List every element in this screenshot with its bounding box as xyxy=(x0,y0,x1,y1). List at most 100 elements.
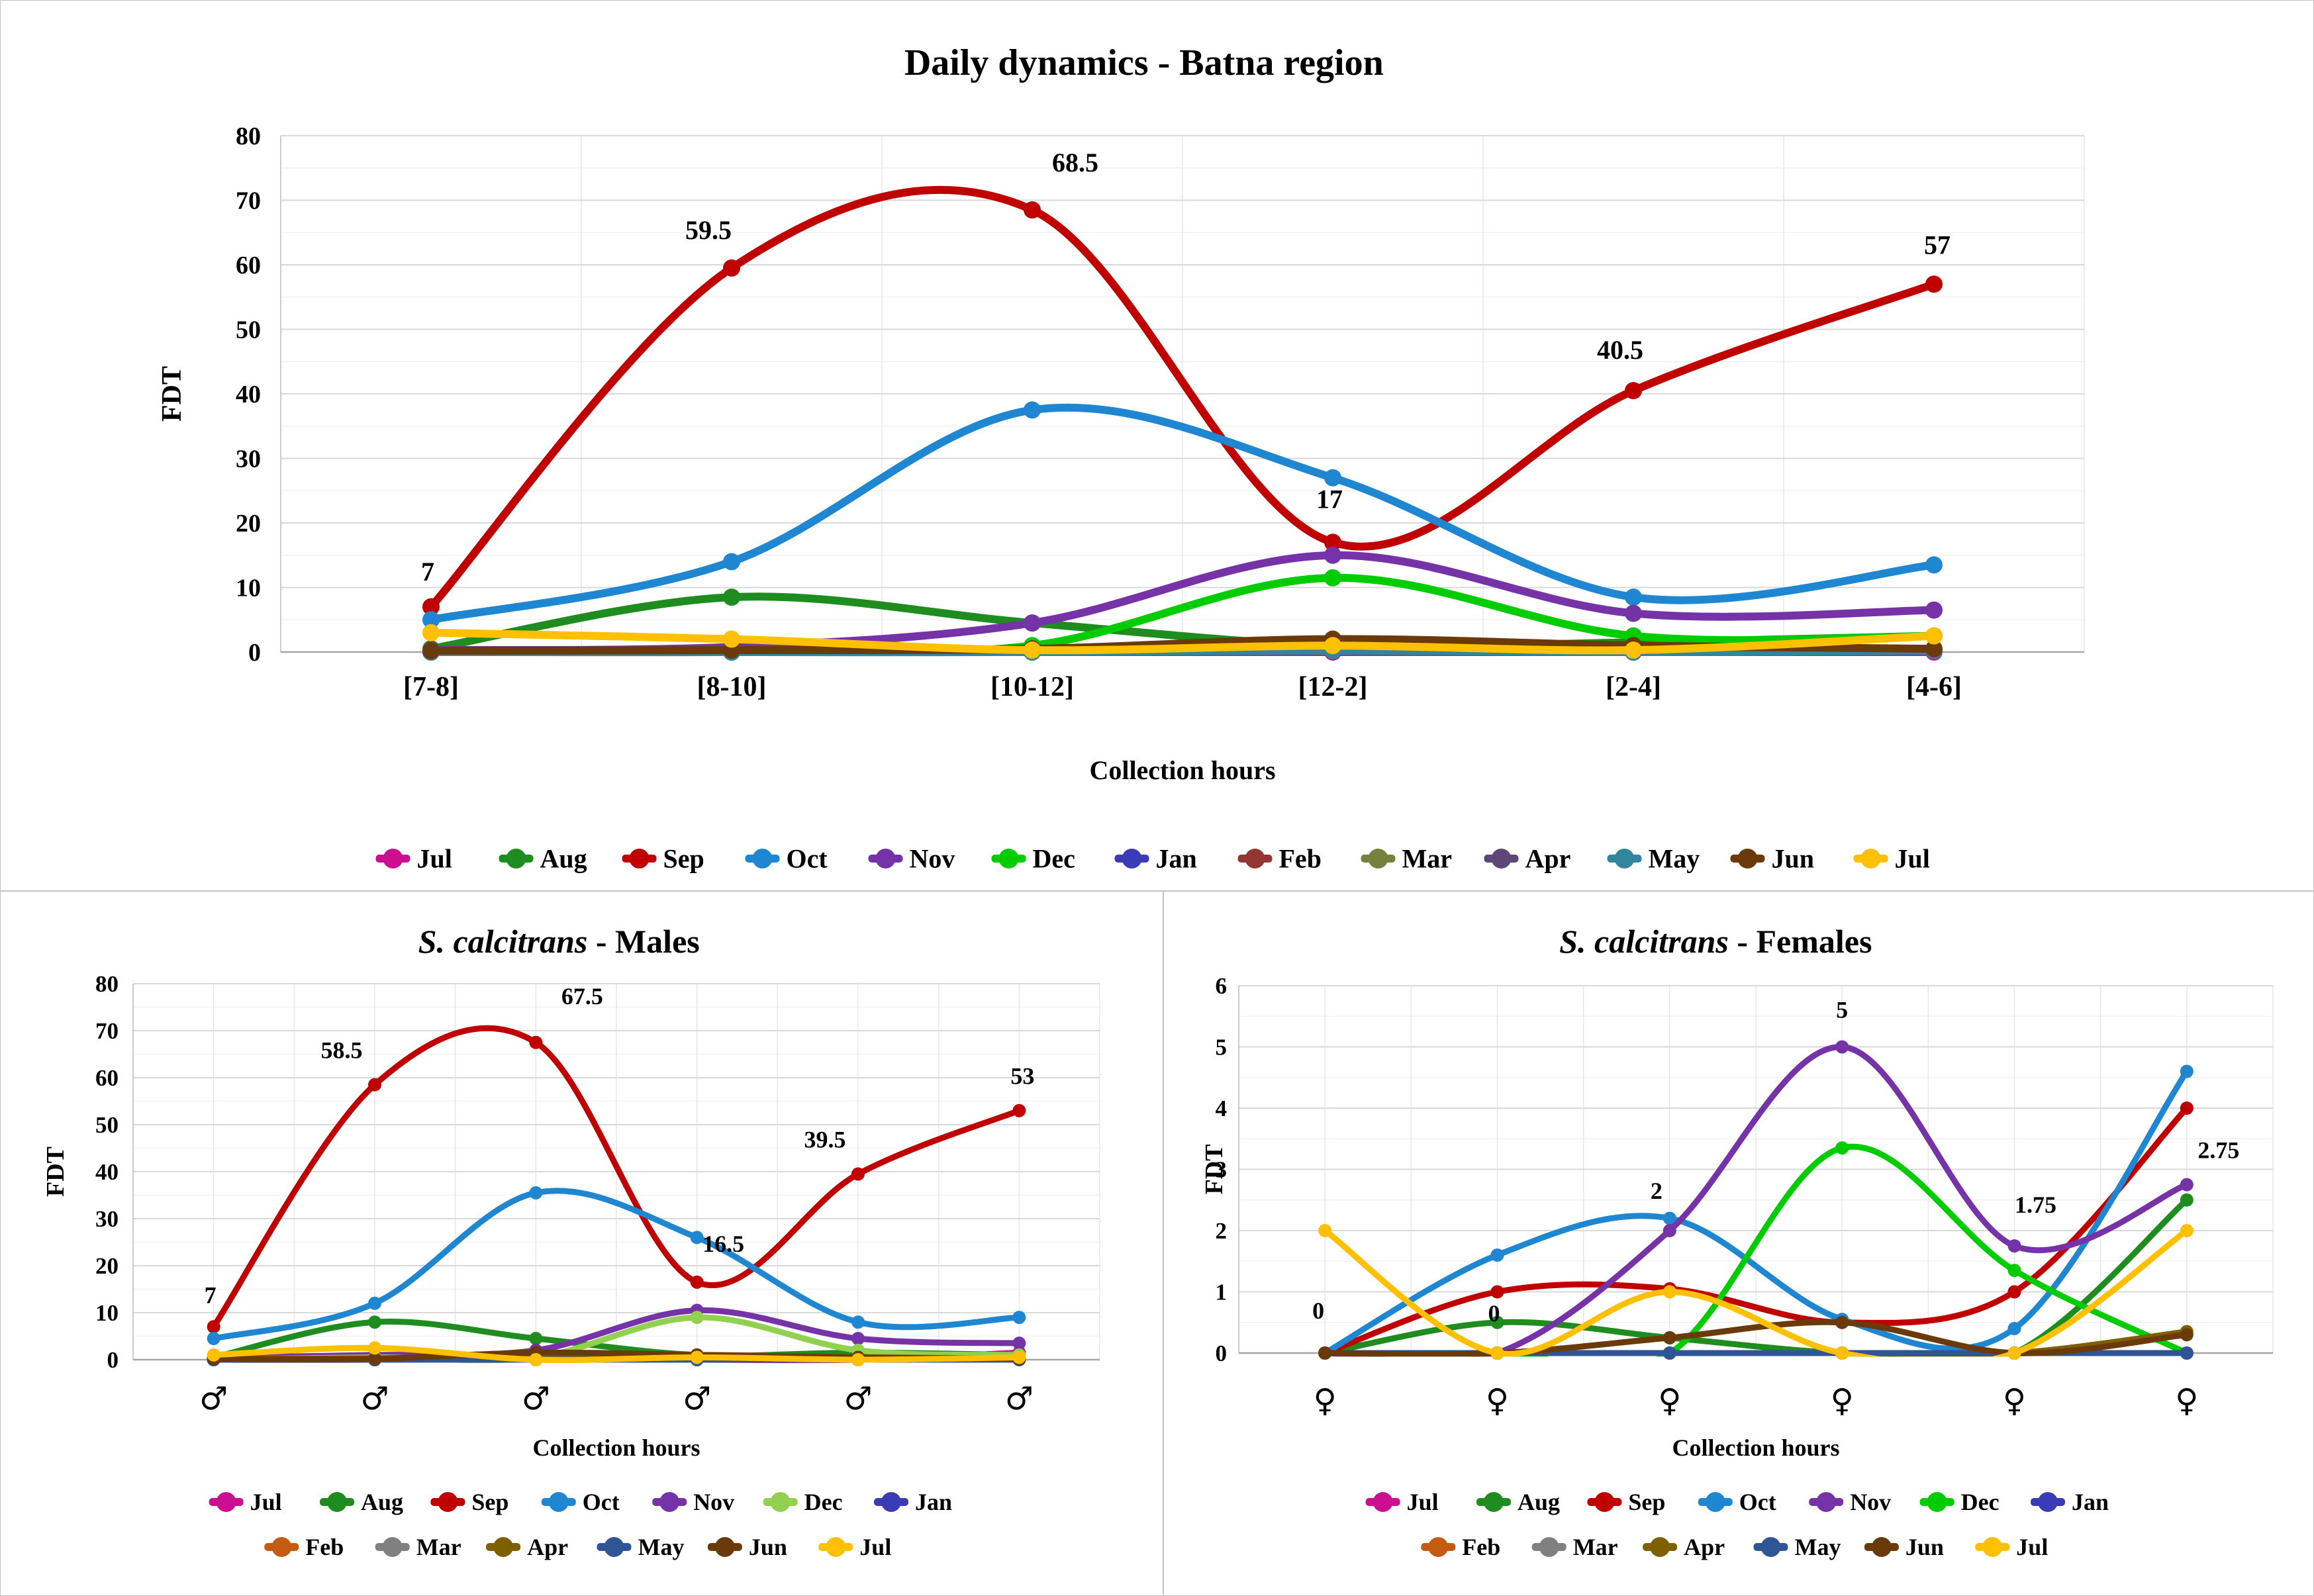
series-marker-Sep xyxy=(1324,534,1341,551)
legend-label: Jul xyxy=(2016,1534,2048,1560)
series-marker-Nov xyxy=(2180,1178,2193,1192)
x-axis-title: Collection hours xyxy=(1672,1434,1839,1461)
legend-item-sep-02: Sep xyxy=(622,844,704,874)
legend-marker-icon xyxy=(1737,849,1758,868)
legend-marker-icon xyxy=(2038,1492,2058,1512)
chart-title-part: S. calcitrans xyxy=(1559,923,1729,960)
series-marker-Jul xyxy=(422,624,440,641)
series-marker-Dec xyxy=(1324,569,1341,587)
series-marker-Jul xyxy=(1324,637,1341,655)
legend-label: Oct xyxy=(787,844,828,874)
legend-label: Jun xyxy=(1905,1534,1944,1560)
series-marker-Oct xyxy=(368,1296,381,1310)
series-marker-Sep xyxy=(529,1035,543,1049)
series-marker-Jun xyxy=(1663,1331,1676,1344)
x-tick-label: [10-12] xyxy=(990,672,1074,702)
series-marker-Jul xyxy=(690,1350,704,1364)
legend-item-jun-14: Jun xyxy=(1864,1534,1944,1560)
legend-label: Sep xyxy=(663,844,704,874)
legend-label: Jul xyxy=(1895,844,1930,874)
legend-item-jan-06: Jan xyxy=(1114,844,1197,874)
legend-item-mar-11: Mar xyxy=(1531,1534,1618,1560)
y-tick-label: 0 xyxy=(248,639,261,667)
series-marker-Oct xyxy=(1625,588,1642,606)
legend-label: Feb xyxy=(1279,844,1322,874)
legend-label: May xyxy=(1649,844,1700,874)
series-path xyxy=(427,403,1938,624)
series-line-Oct xyxy=(211,1188,1022,1342)
y-tick-label: 3 xyxy=(1216,1156,1228,1182)
legend-label: Jul xyxy=(859,1534,891,1560)
series-marker-Oct xyxy=(690,1231,704,1244)
legend-item-dec-05: Dec xyxy=(763,1489,843,1515)
series-line-Sep xyxy=(1322,1105,2190,1356)
legend-label: Jul xyxy=(250,1489,282,1515)
series-marker-Jul xyxy=(723,630,740,648)
legend-marker-icon xyxy=(1428,1537,1449,1557)
legend-item-aug-01: Aug xyxy=(1476,1489,1560,1515)
series-marker-Oct xyxy=(723,553,740,571)
chart-title-part: S. calcitrans xyxy=(418,923,588,960)
legend-marker-icon xyxy=(383,849,403,868)
series-marker-Nov xyxy=(1012,1337,1026,1350)
x-tick-label: [7-8] xyxy=(403,672,459,702)
series-marker-Sep xyxy=(1490,1285,1504,1299)
legend-item-jul-00: Jul xyxy=(375,844,452,874)
panel-females: 0 0 2 5 1.75 2.75 0 1 2 3 4 5 6 ♀ ♀ ♀ ♀ ♀ ♀ Collection hour… xyxy=(1164,892,2313,1595)
legend-item-jul-15: Jul xyxy=(1975,1534,2048,1560)
data-label: 57 xyxy=(1924,230,1951,259)
series-marker-Sep xyxy=(1024,201,1041,219)
series-marker-Jul xyxy=(1024,641,1041,659)
x-tick-label: ♂ xyxy=(360,1380,389,1417)
legend-item-aug-01: Aug xyxy=(499,844,587,874)
legend-marker-icon xyxy=(1373,1492,1393,1512)
legend-marker-icon xyxy=(1491,849,1512,868)
series-path xyxy=(1322,1227,2190,1357)
legend-item-apr-12: Apr xyxy=(486,1534,568,1560)
legend-label: Aug xyxy=(540,844,587,874)
series-marker-Jun xyxy=(368,1352,381,1366)
series-marker-Oct xyxy=(1012,1311,1026,1325)
legend-label: Sep xyxy=(471,1489,508,1515)
legend-item-feb-07: Feb xyxy=(1237,844,1322,874)
chart-title-part: - Females xyxy=(1729,923,1872,960)
legend-marker-icon xyxy=(1927,1492,1947,1512)
series-marker-Sep xyxy=(207,1320,220,1334)
series-marker-Jul xyxy=(2180,1224,2193,1237)
y-tick-label: 70 xyxy=(95,1018,119,1044)
legend-label: Mar xyxy=(1573,1534,1618,1560)
series-marker-Sep xyxy=(1625,382,1642,400)
series-line-Aug xyxy=(1322,1197,2190,1357)
series-marker-Oct xyxy=(1490,1248,1504,1262)
legend-label: Nov xyxy=(1850,1489,1891,1515)
legend-label: May xyxy=(1795,1534,1841,1560)
data-label: 67.5 xyxy=(561,983,603,1009)
legend-item-jul-15: Jul xyxy=(818,1534,891,1560)
y-tick-label: 0 xyxy=(1216,1340,1228,1366)
series-marker-Jun xyxy=(1318,1346,1332,1360)
legend-item-mar-08: Mar xyxy=(1361,844,1452,874)
series-marker-Aug xyxy=(529,1332,543,1346)
legend-label: Feb xyxy=(305,1534,344,1560)
series-marker-Jul xyxy=(207,1348,220,1362)
x-tick-label: ♀ xyxy=(1831,1382,1854,1419)
series-marker-Nov xyxy=(1625,604,1642,622)
series-marker-Jun xyxy=(2180,1328,2193,1342)
series-marker-Oct xyxy=(2007,1322,2021,1335)
series-line-Oct xyxy=(427,403,1938,624)
series-marker-Sep xyxy=(1925,275,1943,293)
y-tick-label: 50 xyxy=(95,1112,119,1138)
legend-item-jan-06: Jan xyxy=(2031,1489,2109,1515)
series-marker-Oct xyxy=(1925,556,1943,574)
series-line-Oct xyxy=(1322,1068,2190,1356)
x-tick-label: ♀ xyxy=(1314,1382,1337,1419)
legend-marker-icon xyxy=(875,849,896,868)
y-tick-label: 10 xyxy=(236,574,261,602)
series-marker-Aug xyxy=(1490,1315,1504,1329)
legend-marker-icon xyxy=(826,1537,846,1557)
legend-marker-icon xyxy=(1594,1492,1615,1512)
data-label: 2 xyxy=(1651,1178,1663,1204)
data-label: 40.5 xyxy=(1597,335,1643,365)
chart-title: Daily dynamics - Batna region xyxy=(904,42,1384,83)
legend-label: Oct xyxy=(1739,1489,1776,1515)
